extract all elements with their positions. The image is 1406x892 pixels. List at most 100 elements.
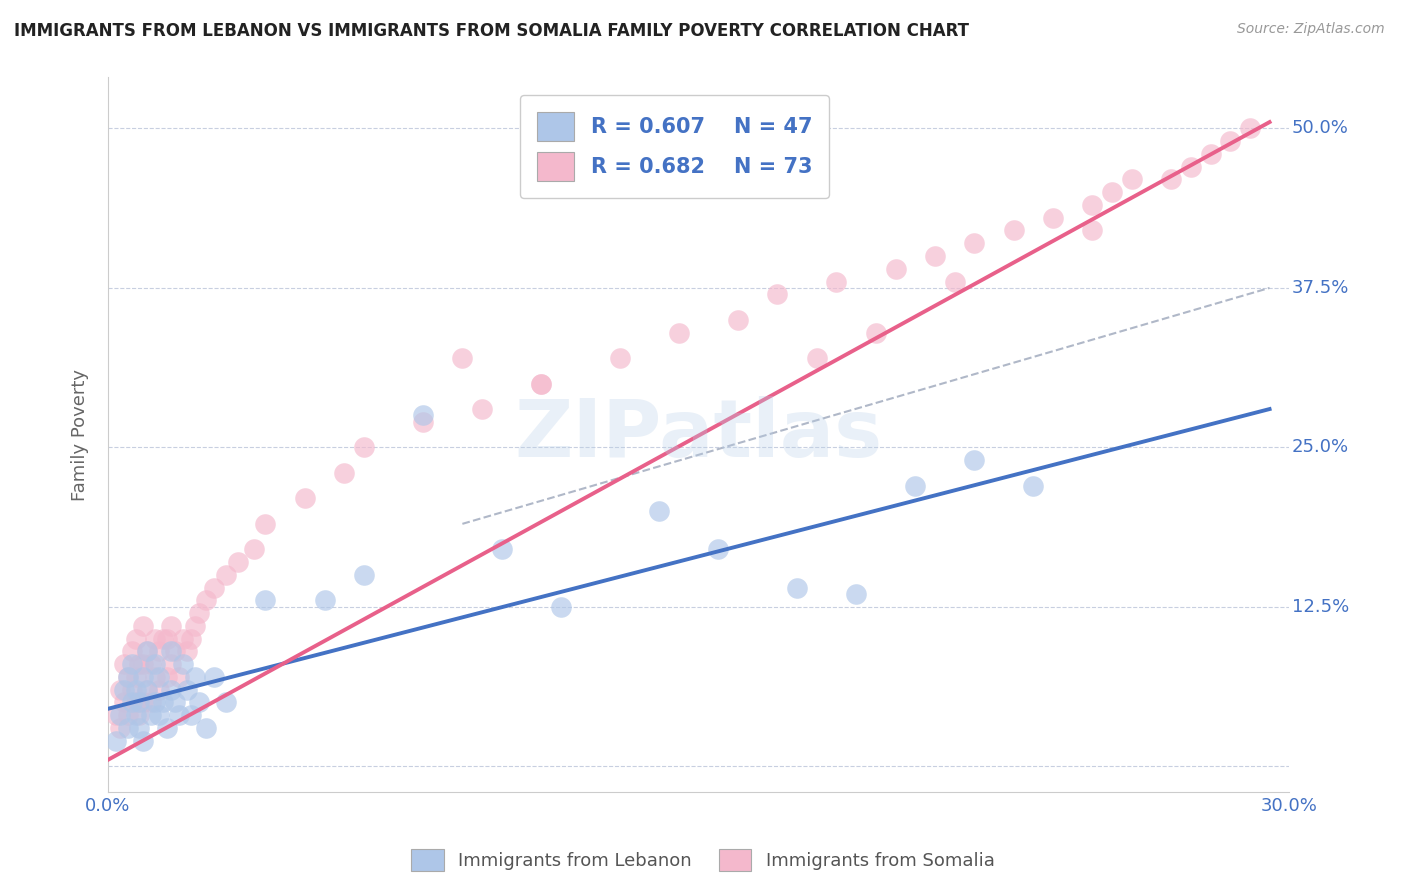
Point (143, 670, 166, 684)
Point (451, 351, 474, 365)
Point (183, 670, 205, 684)
Point (143, 657, 166, 672)
Point (167, 670, 190, 684)
Point (215, 695, 238, 709)
Point (148, 708, 170, 723)
Point (195, 721, 218, 735)
Point (904, 478, 927, 492)
Point (1239, 121, 1261, 136)
Point (180, 632, 202, 646)
Legend: R = 0.607    N = 47, R = 0.682    N = 73: R = 0.607 N = 47, R = 0.682 N = 73 (520, 95, 830, 198)
Point (845, 587, 868, 601)
Point (117, 670, 139, 684)
Point (136, 644, 159, 658)
Point (108, 682, 131, 697)
Point (112, 682, 135, 697)
Point (294, 491, 316, 506)
Point (156, 721, 179, 735)
Point (187, 606, 209, 620)
Point (180, 708, 202, 723)
Point (104, 708, 127, 723)
Point (353, 567, 375, 582)
Point (195, 593, 218, 607)
Point (1160, 172, 1182, 186)
Point (132, 733, 155, 747)
Point (176, 644, 198, 658)
Point (128, 657, 150, 672)
Point (353, 440, 375, 454)
Point (1121, 172, 1143, 186)
Point (143, 632, 166, 646)
Point (121, 644, 143, 658)
Point (148, 670, 170, 684)
Point (412, 415, 434, 429)
Text: 37.5%: 37.5% (1292, 279, 1348, 297)
Point (1042, 211, 1064, 225)
Point (1002, 223, 1025, 237)
Point (156, 670, 179, 684)
Point (121, 695, 143, 709)
Point (128, 708, 150, 723)
Point (136, 644, 159, 658)
Y-axis label: Family Poverty: Family Poverty (72, 368, 89, 500)
Point (963, 236, 986, 251)
Point (943, 275, 966, 289)
Point (167, 708, 190, 723)
Text: 25.0%: 25.0% (1292, 438, 1348, 457)
Point (707, 542, 730, 557)
Point (254, 516, 277, 531)
Point (786, 581, 808, 595)
Point (242, 542, 264, 557)
Point (314, 593, 336, 607)
Point (963, 453, 986, 467)
Point (104, 733, 127, 747)
Point (172, 657, 194, 672)
Point (160, 682, 183, 697)
Point (141, 708, 163, 723)
Point (136, 682, 159, 697)
Point (160, 619, 183, 633)
Point (215, 567, 238, 582)
Point (1022, 478, 1045, 492)
Point (160, 644, 183, 658)
Point (156, 632, 179, 646)
Point (136, 682, 159, 697)
Point (1081, 223, 1104, 237)
Legend: Immigrants from Lebanon, Immigrants from Somalia: Immigrants from Lebanon, Immigrants from… (404, 842, 1002, 879)
Point (491, 542, 513, 557)
Point (121, 657, 143, 672)
Point (226, 555, 249, 569)
Point (333, 466, 356, 480)
Point (530, 376, 553, 391)
Point (163, 644, 186, 658)
Point (124, 708, 146, 723)
Point (108, 721, 131, 735)
Point (160, 657, 183, 672)
Point (141, 657, 163, 672)
Point (471, 402, 494, 417)
Point (1081, 198, 1104, 212)
Point (121, 682, 143, 697)
Point (924, 249, 946, 263)
Point (865, 326, 887, 340)
Point (183, 619, 205, 633)
Point (176, 682, 198, 697)
Point (152, 632, 174, 646)
Point (172, 632, 194, 646)
Point (550, 599, 572, 614)
Point (117, 708, 139, 723)
Point (132, 670, 155, 684)
Point (412, 409, 434, 423)
Point (1101, 186, 1123, 200)
Point (124, 632, 146, 646)
Point (1199, 147, 1222, 161)
Point (117, 670, 139, 684)
Point (530, 376, 553, 391)
Point (806, 351, 828, 365)
Point (112, 657, 135, 672)
Point (668, 326, 690, 340)
Point (202, 581, 225, 595)
Point (124, 695, 146, 709)
Point (163, 695, 186, 709)
Point (132, 657, 155, 672)
